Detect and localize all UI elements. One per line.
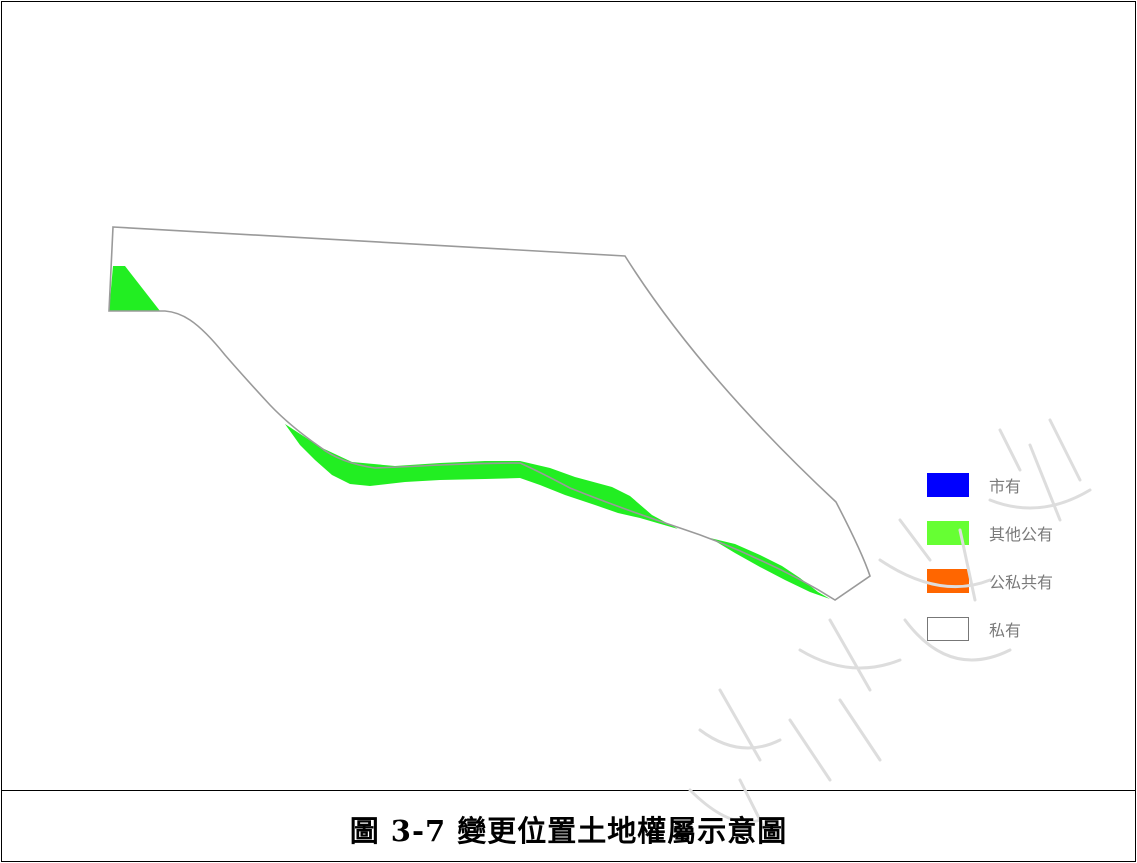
legend-item-private: 私有 xyxy=(927,617,1053,641)
parcel-other-public-southeast xyxy=(710,538,830,599)
legend-item-city-owned: 市有 xyxy=(927,473,1053,497)
figure-caption: 圖 3-7 變更位置土地權屬示意圖 xyxy=(349,814,788,848)
legend-swatch-private xyxy=(927,617,969,641)
parcel-other-public-northwest xyxy=(109,266,160,311)
legend-label-other-public: 其他公有 xyxy=(989,525,1054,544)
legend-item-public-private: 公私共有 xyxy=(927,569,1053,593)
caption-divider xyxy=(1,790,1136,791)
legend: 市有 其他公有 公私共有 私有 xyxy=(927,473,1053,665)
legend-label-private: 私有 xyxy=(989,621,1022,640)
parcel-other-public-central xyxy=(285,424,678,529)
legend-swatch-city-owned xyxy=(927,473,969,497)
legend-swatch-other-public xyxy=(927,521,969,545)
legend-item-other-public: 其他公有 xyxy=(927,521,1053,545)
legend-swatch-public-private xyxy=(927,569,969,593)
site-boundary xyxy=(108,226,871,601)
legend-label-city-owned: 市有 xyxy=(989,477,1022,496)
legend-label-public-private: 公私共有 xyxy=(989,573,1054,592)
